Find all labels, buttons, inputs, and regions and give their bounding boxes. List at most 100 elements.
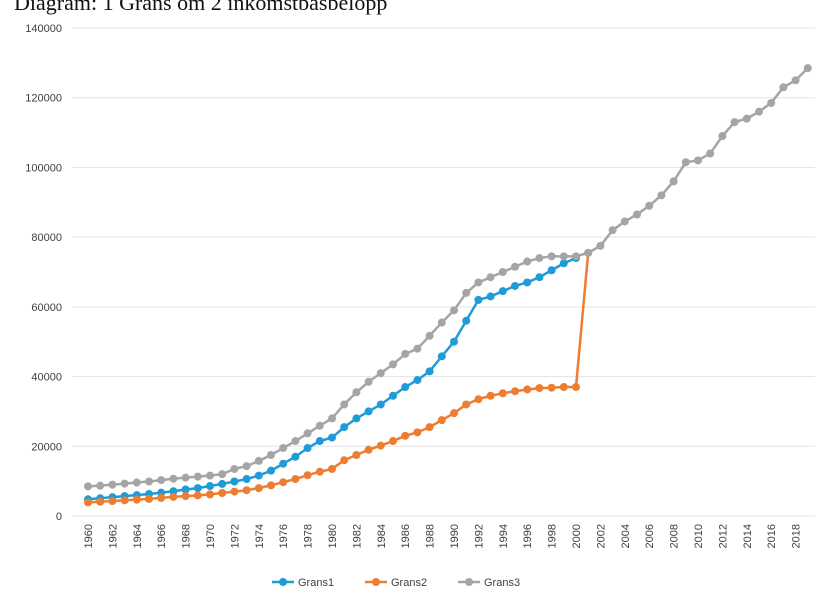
data-point: [242, 462, 251, 471]
data-point: [218, 479, 227, 488]
data-point: [450, 409, 458, 418]
data-point: [559, 383, 568, 392]
data-point: [498, 268, 507, 276]
data-point: [462, 316, 471, 325]
data-point: [779, 83, 788, 92]
x-tick-label: 2018: [791, 524, 803, 548]
data-point: [657, 191, 666, 200]
y-tick-label: 0: [56, 511, 62, 523]
data-point: [169, 487, 178, 496]
legend-label: Grans3: [484, 577, 520, 589]
data-point: [559, 252, 568, 261]
x-tick-label: 2000: [571, 524, 583, 548]
data-point: [328, 433, 336, 442]
data-point: [254, 484, 263, 493]
data-point: [169, 474, 178, 483]
data-point: [498, 287, 507, 296]
data-point: [352, 451, 361, 459]
data-point: [96, 497, 105, 506]
data-point: [340, 423, 349, 432]
x-tick-label: 1960: [83, 524, 95, 548]
data-point: [242, 486, 251, 495]
data-point: [413, 428, 422, 437]
data-point: [523, 278, 532, 287]
x-tick-label: 1988: [425, 524, 437, 548]
series-line: [87, 67, 809, 488]
y-tick-label: 80000: [31, 232, 62, 244]
data-point: [511, 281, 519, 290]
data-point: [315, 467, 324, 476]
data-point: [669, 177, 678, 186]
data-point: [132, 495, 141, 504]
data-point: [132, 478, 141, 487]
data-point: [486, 273, 495, 282]
x-tick-label: 1966: [156, 524, 168, 548]
legend-label: Grans1: [298, 577, 334, 589]
data-point: [706, 149, 715, 158]
data-point: [291, 475, 300, 484]
data-point: [633, 210, 641, 219]
x-tick-label: 1978: [303, 524, 315, 548]
data-point: [84, 482, 92, 491]
data-point: [84, 498, 92, 507]
data-point: [730, 118, 739, 127]
data-point: [206, 471, 214, 480]
legend-marker: [372, 578, 380, 586]
data-point: [108, 480, 117, 489]
data-point: [547, 252, 556, 261]
data-point: [413, 344, 422, 353]
data-point: [718, 132, 727, 141]
data-point: [193, 484, 202, 493]
data-point: [694, 156, 702, 165]
data-point: [267, 466, 275, 475]
data-point: [145, 477, 153, 486]
data-point: [303, 471, 312, 480]
x-tick-label: 1992: [473, 524, 485, 548]
x-tick-label: 1974: [254, 524, 266, 548]
data-point: [157, 476, 166, 485]
x-tick-label: 1968: [181, 524, 193, 548]
x-tick-label: 2002: [595, 524, 607, 548]
data-point: [474, 295, 483, 304]
data-point: [535, 254, 544, 263]
x-tick-label: 1970: [205, 524, 217, 548]
data-point: [340, 400, 349, 409]
data-point: [559, 259, 568, 268]
data-point: [425, 367, 434, 376]
data-point: [120, 496, 129, 505]
data-point: [401, 349, 410, 358]
y-tick-label: 120000: [25, 93, 62, 105]
data-point: [340, 456, 349, 465]
data-point: [206, 490, 214, 499]
data-point: [181, 485, 190, 494]
y-tick-label: 140000: [25, 23, 62, 35]
data-point: [767, 98, 776, 107]
data-point: [364, 407, 373, 416]
data-point: [291, 437, 300, 446]
x-tick-label: 1980: [327, 524, 339, 548]
data-point: [596, 241, 605, 250]
data-point: [425, 423, 434, 432]
data-point: [389, 360, 397, 369]
data-point: [279, 459, 288, 468]
data-point: [157, 493, 166, 502]
x-tick-label: 1998: [547, 524, 559, 548]
data-point: [742, 114, 751, 123]
data-point: [352, 388, 361, 397]
x-tick-label: 2010: [693, 524, 705, 548]
data-point: [535, 273, 544, 282]
data-point: [572, 383, 580, 392]
data-point: [145, 494, 153, 503]
x-tick-label: 1972: [229, 524, 241, 548]
x-tick-label: 2012: [717, 524, 729, 548]
legend-label: Grans2: [391, 577, 427, 589]
data-point: [267, 481, 275, 490]
data-point: [511, 387, 519, 396]
x-tick-label: 1990: [449, 524, 461, 548]
data-point: [364, 377, 373, 386]
x-tick-label: 1976: [278, 524, 290, 548]
data-point: [206, 482, 214, 491]
legend-marker: [465, 578, 473, 586]
x-tick-label: 1994: [498, 524, 510, 548]
data-point: [230, 477, 239, 486]
